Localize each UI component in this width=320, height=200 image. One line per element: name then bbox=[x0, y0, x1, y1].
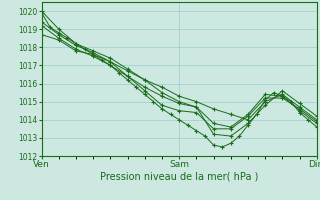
X-axis label: Pression niveau de la mer( hPa ): Pression niveau de la mer( hPa ) bbox=[100, 172, 258, 182]
